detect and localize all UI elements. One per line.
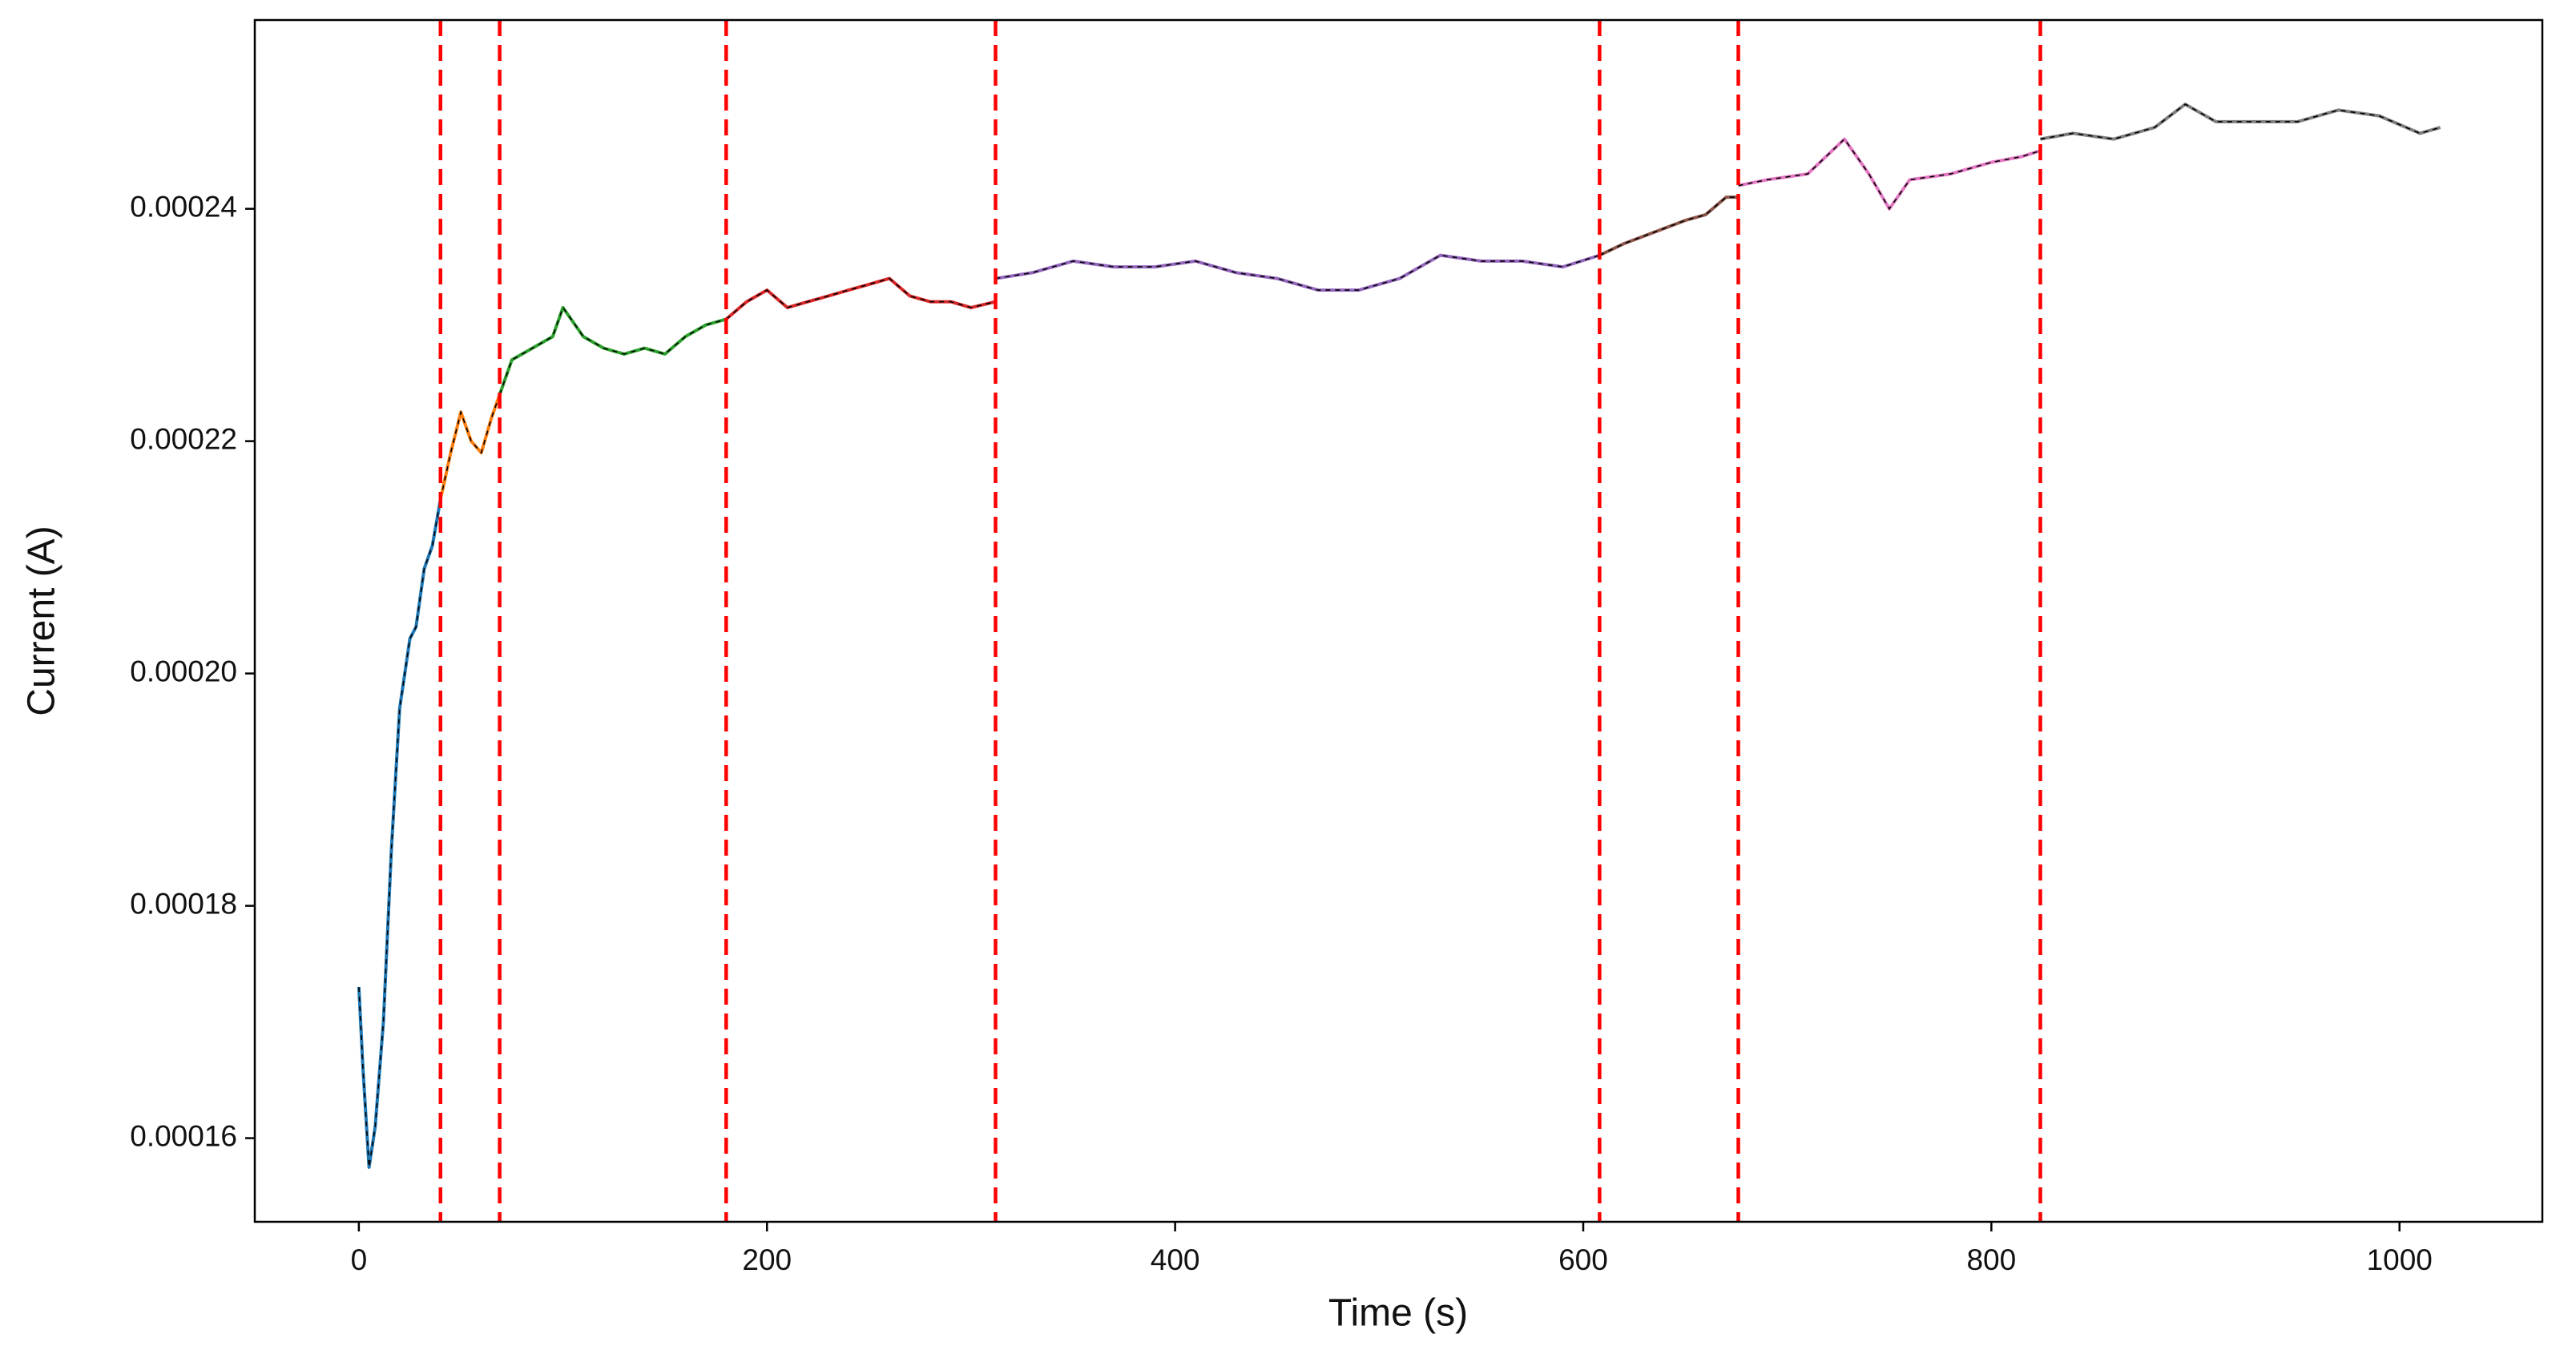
x-tick-label: 0 [351, 1243, 368, 1276]
plot-frame [253, 18, 2544, 1223]
x-tick-label: 200 [742, 1243, 792, 1276]
x-axis-label: Time (s) [1328, 1292, 1468, 1335]
data-line [1738, 137, 2042, 211]
data-line [725, 276, 996, 320]
y-tick-label: 0.00020 [130, 655, 237, 687]
fit-line [440, 394, 501, 500]
fit-line [995, 254, 1600, 291]
fit-line [1738, 138, 2041, 211]
y-tick-label: 0.00022 [130, 422, 237, 455]
fit-line [2040, 103, 2441, 140]
x-tick-label: 400 [1151, 1243, 1200, 1276]
x-tick-label: 600 [1558, 1243, 1608, 1276]
y-axis-label: Current (A) [21, 526, 63, 715]
data-line [438, 393, 502, 500]
data-line [357, 498, 442, 1169]
x-tick-label: 800 [1966, 1243, 2016, 1276]
x-tick-label: 1000 [2367, 1243, 2433, 1276]
fit-line [358, 498, 441, 1168]
y-tick-label: 0.00016 [130, 1119, 237, 1152]
fit-line [725, 277, 996, 320]
fit-line [498, 306, 727, 395]
y-tick-label: 0.00018 [130, 887, 237, 920]
data-line [1598, 195, 1739, 257]
y-tick-label: 0.00024 [130, 190, 237, 223]
